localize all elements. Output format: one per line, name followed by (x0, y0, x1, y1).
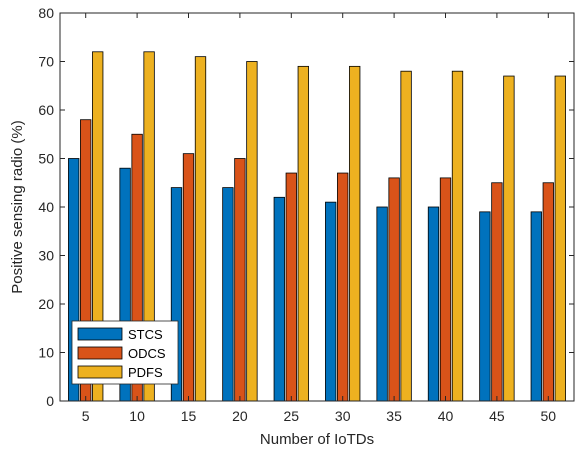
bar-pdfs-15 (194, 56, 207, 402)
x-tick-label: 35 (386, 408, 402, 424)
y-tick-label: 30 (38, 248, 54, 264)
y-tick-label: 50 (38, 151, 54, 167)
bar-stcs-50 (530, 211, 542, 402)
x-tick-label: 45 (489, 408, 505, 424)
bar-pdfs-40 (451, 70, 464, 402)
legend-label-odcs: ODCS (128, 346, 166, 361)
bar-odcs-40 (439, 177, 452, 402)
legend: STCS ODCS PDFS (71, 320, 179, 385)
y-tick-label: 10 (38, 345, 54, 361)
y-tick-label: 60 (38, 102, 54, 118)
bar-stcs-25 (273, 196, 285, 402)
x-tick-label: 50 (541, 408, 557, 424)
x-tick-label: 5 (82, 408, 90, 424)
x-axis-ticks: 5 10 15 20 25 30 35 40 45 50 (82, 13, 556, 424)
bar-odcs-15 (182, 153, 195, 402)
bar-stcs-20 (222, 187, 234, 402)
x-tick-label: 30 (335, 408, 351, 424)
legend-swatch-pdfs (77, 365, 123, 379)
bar-odcs-20 (234, 158, 246, 402)
y-tick-label: 80 (38, 5, 54, 21)
y-tick-label: 40 (38, 199, 54, 215)
bar-pdfs-20 (246, 61, 258, 402)
x-axis-label: Number of IoTDs (260, 431, 374, 448)
legend-label-pdfs: PDFS (128, 365, 163, 380)
bar-pdfs-35 (400, 70, 412, 402)
y-tick-label: 0 (46, 393, 54, 409)
x-tick-label: 10 (129, 408, 145, 424)
y-axis-ticks: 0 10 20 30 40 50 60 70 80 (38, 5, 574, 409)
x-tick-label: 25 (284, 408, 300, 424)
bar-stcs-45 (479, 211, 491, 402)
bar-odcs-50 (542, 182, 554, 402)
bar-stcs-40 (427, 206, 440, 402)
bar-pdfs-45 (503, 75, 515, 402)
bar-stcs-35 (376, 206, 388, 402)
bar-pdfs-30 (349, 65, 361, 402)
x-tick-label: 15 (181, 408, 197, 424)
bar-odcs-25 (285, 172, 297, 402)
x-tick-label: 40 (438, 408, 454, 424)
x-tick-label: 20 (232, 408, 248, 424)
y-tick-label: 70 (38, 54, 54, 70)
legend-swatch-stcs (77, 327, 123, 341)
y-axis-label: Positive sensing radio (%) (9, 120, 26, 293)
bar-pdfs-50 (554, 75, 566, 402)
legend-swatch-odcs (77, 346, 123, 360)
bar-stcs-30 (325, 201, 337, 402)
legend-label-stcs: STCS (128, 327, 163, 342)
y-tick-label: 20 (38, 296, 54, 312)
bar-odcs-35 (388, 177, 400, 402)
bar-pdfs-25 (297, 65, 309, 402)
bar-odcs-30 (337, 172, 349, 402)
bar-odcs-45 (491, 182, 503, 402)
